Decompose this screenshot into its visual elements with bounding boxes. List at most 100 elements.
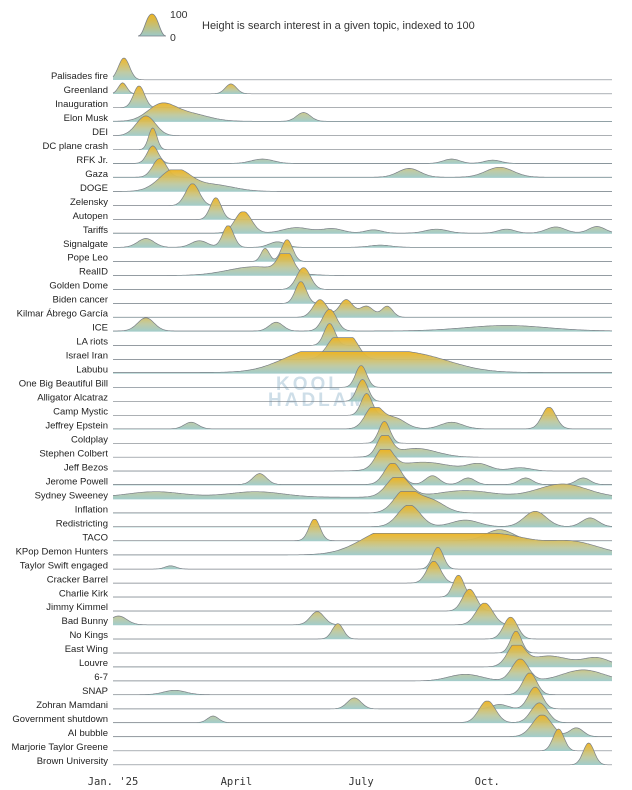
ridge-line <box>113 127 612 151</box>
ridge-area <box>113 281 612 304</box>
ridge-elon-musk <box>113 102 612 122</box>
ridge-line <box>113 435 612 458</box>
ridge-east-wing <box>113 630 612 654</box>
ridge-dei <box>113 115 612 137</box>
ridge-line <box>113 225 612 248</box>
ridge-area <box>113 197 612 220</box>
ridge-jeff-bezos <box>113 449 612 472</box>
topic-label: SNAP <box>82 686 108 697</box>
ridge-area <box>113 561 612 584</box>
topic-label: Bad Bunny <box>62 616 109 627</box>
topic-label: TACO <box>82 532 108 543</box>
topic-label: Tariffs <box>83 225 108 236</box>
ridge-line <box>113 588 612 612</box>
ridge-area <box>113 631 612 654</box>
ridge-line <box>112 602 612 626</box>
ridge-kilmar-brego-garc-a <box>113 299 612 318</box>
topic-label: Jeffrey Epstein <box>45 421 108 432</box>
topic-label: Zelensky <box>70 197 108 208</box>
ridge-biden-cancer <box>113 281 612 304</box>
ridge-gaza <box>113 158 612 178</box>
ridge-line <box>113 658 613 682</box>
ridge-ai-bubble <box>113 714 612 738</box>
ridge-line <box>113 145 612 164</box>
ridge-line <box>113 299 612 318</box>
topic-label: Autopen <box>73 211 108 222</box>
ridge-area <box>113 58 612 80</box>
topic-label: Kilmar Ábrego García <box>17 309 109 320</box>
ridge-line <box>113 532 613 556</box>
ridge-marjorie-taylor-greene <box>113 728 612 752</box>
ridge-inflation <box>113 491 612 514</box>
ridge-area <box>113 435 612 458</box>
ridge-line <box>113 742 612 766</box>
legend-ridge-icon <box>137 13 167 37</box>
topic-label: Brown University <box>37 756 109 767</box>
ridge-line <box>113 158 612 178</box>
topic-label: Jerome Powell <box>46 476 108 487</box>
ridge-area <box>113 729 612 751</box>
ridge-area <box>113 687 612 710</box>
ridge-dc-plane-crash <box>113 127 612 151</box>
ridge-area <box>113 351 612 374</box>
ridge-sydney-sweeney <box>112 477 613 500</box>
ridge-line <box>113 197 612 220</box>
topic-label: DC plane crash <box>43 141 108 152</box>
topic-label: Government shutdown <box>12 714 108 725</box>
topic-label: Gaza <box>85 169 108 180</box>
topic-label: Golden Dome <box>49 281 108 292</box>
ridge-area <box>113 589 612 612</box>
ridge-area <box>113 86 612 108</box>
ridge-area <box>113 82 612 94</box>
ridge-line <box>113 379 612 402</box>
ridge-line <box>113 700 612 723</box>
ridge-line <box>113 309 612 332</box>
topic-label: Palisades fire <box>51 71 108 82</box>
watermark-line1: KOOL <box>276 374 343 395</box>
topic-label: Taylor Swift engaged <box>20 560 108 571</box>
topic-label: Sydney Sweeney <box>35 490 109 501</box>
ridge-line <box>113 253 612 276</box>
watermark: KOOL HADLAM <box>268 374 365 411</box>
ridge-line <box>113 463 612 485</box>
legend: 100 0 Height is search interest in a giv… <box>137 9 475 44</box>
ridge-golden-dome <box>113 267 612 290</box>
ridge-line <box>113 365 612 388</box>
ridge-rfk-jr- <box>113 145 612 164</box>
ridge-greenland <box>112 82 612 95</box>
topic-label: Signalgate <box>63 239 108 250</box>
ridge-cracker-barrel <box>113 560 612 584</box>
ridge-line <box>113 630 612 654</box>
ridge-jerome-powell <box>113 463 612 486</box>
ridges <box>112 57 613 766</box>
topic-label: No Kings <box>69 630 108 641</box>
topic-label: Camp Mystic <box>53 407 108 418</box>
topic-label: Inauguration <box>55 99 108 110</box>
ridge-area <box>113 505 612 528</box>
legend-max-label: 100 <box>170 9 188 21</box>
ridge-line <box>113 449 612 472</box>
ridge-line <box>113 421 612 444</box>
ridge-area <box>113 267 612 290</box>
topic-label: Louvre <box>79 658 108 669</box>
ridge-signalgate <box>113 225 612 248</box>
topic-labels: Palisades fire Greenland Inauguration Elon … <box>12 71 109 767</box>
topic-label: One Big Beautiful Bill <box>19 379 108 390</box>
ridge-line <box>113 672 612 696</box>
ridge-area <box>113 617 612 640</box>
ridge-brown-university <box>113 742 612 766</box>
topic-label: Alligator Alcatraz <box>37 393 108 404</box>
x-axis: Jan. '25 April July Oct. <box>88 776 500 788</box>
topic-label: Charlie Kirk <box>59 588 108 599</box>
ridge-area <box>113 379 612 402</box>
topic-label: AI bubble <box>68 728 108 739</box>
topic-label: Labubu <box>76 365 108 376</box>
ridge-area <box>113 127 612 150</box>
topic-label: LA riots <box>76 337 108 348</box>
topic-label: Marjorie Taylor Greene <box>12 742 108 753</box>
ridge-line <box>113 616 612 640</box>
topic-label: DEI <box>92 127 108 138</box>
ridge-area <box>113 299 612 318</box>
ridge-realid <box>113 253 612 276</box>
ridge-line <box>113 281 612 304</box>
